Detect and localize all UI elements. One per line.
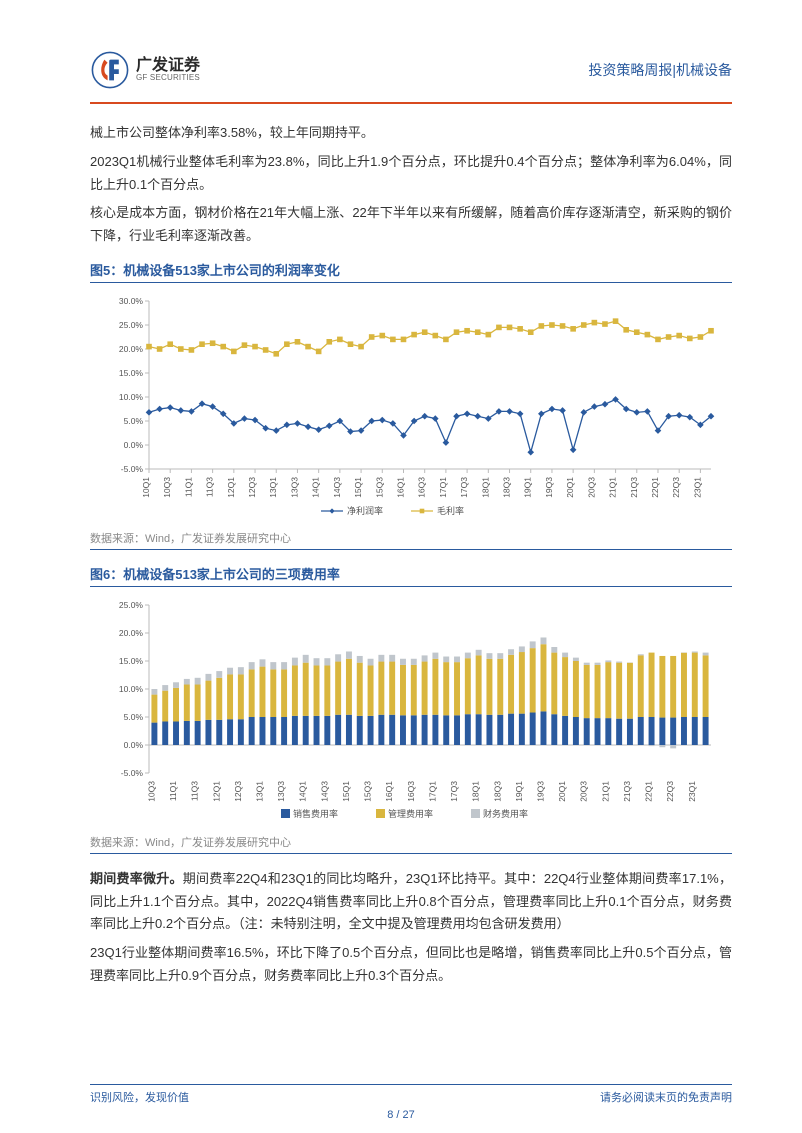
footer-right: 请务必阅读末页的免责声明 xyxy=(600,1089,732,1105)
svg-text:19Q3: 19Q3 xyxy=(544,476,554,497)
footer-left: 识别风险，发现价值 xyxy=(90,1089,189,1105)
svg-text:0.0%: 0.0% xyxy=(124,440,144,450)
svg-text:12Q3: 12Q3 xyxy=(233,780,243,801)
logo: 广发证券 GF SECURITIES xyxy=(90,50,200,90)
svg-text:21Q3: 21Q3 xyxy=(629,476,639,497)
svg-text:25.0%: 25.0% xyxy=(119,320,144,330)
svg-text:10.0%: 10.0% xyxy=(119,392,144,402)
svg-text:5.0%: 5.0% xyxy=(124,712,144,722)
page-header: 广发证券 GF SECURITIES 投资策略周报|机械设备 xyxy=(90,50,732,104)
svg-text:16Q1: 16Q1 xyxy=(384,780,394,801)
svg-text:净利润率: 净利润率 xyxy=(347,505,383,516)
svg-text:20.0%: 20.0% xyxy=(119,344,144,354)
svg-text:15Q1: 15Q1 xyxy=(353,476,363,497)
svg-text:23Q1: 23Q1 xyxy=(687,780,697,801)
svg-text:10Q3: 10Q3 xyxy=(162,476,172,497)
svg-text:-5.0%: -5.0% xyxy=(121,464,144,474)
svg-text:11Q1: 11Q1 xyxy=(168,780,178,800)
page-number: 8 / 27 xyxy=(0,1109,802,1121)
svg-text:财务费用率: 财务费用率 xyxy=(483,808,528,819)
page-footer: 识别风险，发现价值 请务必阅读末页的免责声明 xyxy=(90,1084,732,1105)
svg-text:14Q3: 14Q3 xyxy=(332,476,342,497)
svg-text:18Q1: 18Q1 xyxy=(480,476,490,497)
svg-text:15Q3: 15Q3 xyxy=(363,780,373,801)
fig5-chart: -5.0% 0.0% 5.0% 10.0% 15.0% 20.0% 25.0% 30.0% 10… xyxy=(90,291,732,521)
svg-text:18Q1: 18Q1 xyxy=(471,780,481,801)
svg-text:22Q3: 22Q3 xyxy=(665,780,675,801)
svg-text:15.0%: 15.0% xyxy=(119,656,144,666)
svg-text:13Q3: 13Q3 xyxy=(276,780,286,801)
svg-text:16Q1: 16Q1 xyxy=(395,476,405,497)
content-body: 械上市公司整体净利率3.58%，较上年同期持平。 2023Q1机械行业整体毛利率… xyxy=(90,122,732,988)
svg-text:17Q1: 17Q1 xyxy=(438,476,448,497)
fig6-chart: -5.0% 0.0% 5.0% 10.0% 15.0% 20.0% 25.0% 10Q3 11Q… xyxy=(90,595,732,825)
svg-text:21Q1: 21Q1 xyxy=(600,780,610,801)
svg-text:20Q1: 20Q1 xyxy=(557,780,567,801)
svg-text:15Q3: 15Q3 xyxy=(374,476,384,497)
svg-text:5.0%: 5.0% xyxy=(124,416,144,426)
paragraph-3: 核心是成本方面，钢材价格在21年大幅上涨、22年下半年以来有所缓解，随着高价库存… xyxy=(90,202,732,248)
logo-text-en: GF SECURITIES xyxy=(136,74,200,83)
svg-text:11Q3: 11Q3 xyxy=(190,780,200,800)
svg-text:-5.0%: -5.0% xyxy=(121,768,144,778)
svg-text:20Q3: 20Q3 xyxy=(586,476,596,497)
svg-text:12Q1: 12Q1 xyxy=(211,780,221,801)
svg-text:21Q1: 21Q1 xyxy=(608,476,618,497)
svg-text:13Q1: 13Q1 xyxy=(254,780,264,801)
svg-text:23Q1: 23Q1 xyxy=(692,476,702,497)
svg-text:16Q3: 16Q3 xyxy=(417,476,427,497)
logo-text-cn: 广发证券 xyxy=(136,57,200,75)
svg-text:30.0%: 30.0% xyxy=(119,296,144,306)
svg-text:毛利率: 毛利率 xyxy=(437,505,464,516)
svg-text:0.0%: 0.0% xyxy=(124,740,144,750)
svg-text:10Q1: 10Q1 xyxy=(141,476,151,497)
fig6-source: 数据来源：Wind，广发证券发展研究中心 xyxy=(90,830,732,854)
svg-text:17Q1: 17Q1 xyxy=(427,780,437,801)
svg-text:15.0%: 15.0% xyxy=(119,368,144,378)
svg-text:14Q1: 14Q1 xyxy=(311,476,321,497)
svg-text:18Q3: 18Q3 xyxy=(502,476,512,497)
gf-logo-icon xyxy=(90,50,130,90)
fig5-title: 图5：机械设备513家上市公司的利润率变化 xyxy=(90,260,732,283)
svg-text:19Q3: 19Q3 xyxy=(535,780,545,801)
svg-text:14Q3: 14Q3 xyxy=(319,780,329,801)
svg-text:15Q1: 15Q1 xyxy=(341,780,351,801)
fig6-title: 图6：机械设备513家上市公司的三项费用率 xyxy=(90,564,732,587)
paragraph-1: 械上市公司整体净利率3.58%，较上年同期持平。 xyxy=(90,122,732,145)
p4-rest: 期间费率22Q4和23Q1的同比均略升，23Q1环比持平。其中：22Q4行业整体… xyxy=(90,871,732,932)
svg-text:11Q1: 11Q1 xyxy=(183,476,193,496)
svg-text:13Q1: 13Q1 xyxy=(268,476,278,497)
svg-text:19Q1: 19Q1 xyxy=(523,476,533,497)
svg-text:22Q3: 22Q3 xyxy=(671,476,681,497)
svg-text:17Q3: 17Q3 xyxy=(449,780,459,801)
svg-text:13Q3: 13Q3 xyxy=(289,476,299,497)
p4-lead: 期间费率微升。 xyxy=(90,871,183,886)
svg-text:16Q3: 16Q3 xyxy=(406,780,416,801)
svg-text:14Q1: 14Q1 xyxy=(298,780,308,801)
svg-text:20.0%: 20.0% xyxy=(119,628,144,638)
fig5-source: 数据来源：Wind，广发证券发展研究中心 xyxy=(90,526,732,550)
paragraph-4: 期间费率微升。期间费率22Q4和23Q1的同比均略升，23Q1环比持平。其中：2… xyxy=(90,868,732,936)
svg-text:25.0%: 25.0% xyxy=(119,600,144,610)
svg-text:18Q3: 18Q3 xyxy=(492,780,502,801)
svg-text:22Q1: 22Q1 xyxy=(650,476,660,497)
svg-text:12Q1: 12Q1 xyxy=(226,476,236,497)
paragraph-2: 2023Q1机械行业整体毛利率为23.8%，同比上升1.9个百分点，环比提升0.… xyxy=(90,151,732,197)
paragraph-5: 23Q1行业整体期间费率16.5%，环比下降了0.5个百分点，但同比也是略增，销… xyxy=(90,942,732,988)
svg-text:10Q3: 10Q3 xyxy=(146,780,156,801)
svg-text:20Q1: 20Q1 xyxy=(565,476,575,497)
svg-text:19Q1: 19Q1 xyxy=(514,780,524,801)
svg-text:12Q3: 12Q3 xyxy=(247,476,257,497)
svg-text:11Q3: 11Q3 xyxy=(205,476,215,496)
svg-text:17Q3: 17Q3 xyxy=(459,476,469,497)
svg-text:20Q3: 20Q3 xyxy=(579,780,589,801)
svg-text:22Q1: 22Q1 xyxy=(644,780,654,801)
svg-text:21Q3: 21Q3 xyxy=(622,780,632,801)
svg-text:10.0%: 10.0% xyxy=(119,684,144,694)
svg-text:销售费用率: 销售费用率 xyxy=(293,808,338,819)
header-category: 投资策略周报|机械设备 xyxy=(588,60,732,80)
svg-text:管理费用率: 管理费用率 xyxy=(388,808,433,819)
